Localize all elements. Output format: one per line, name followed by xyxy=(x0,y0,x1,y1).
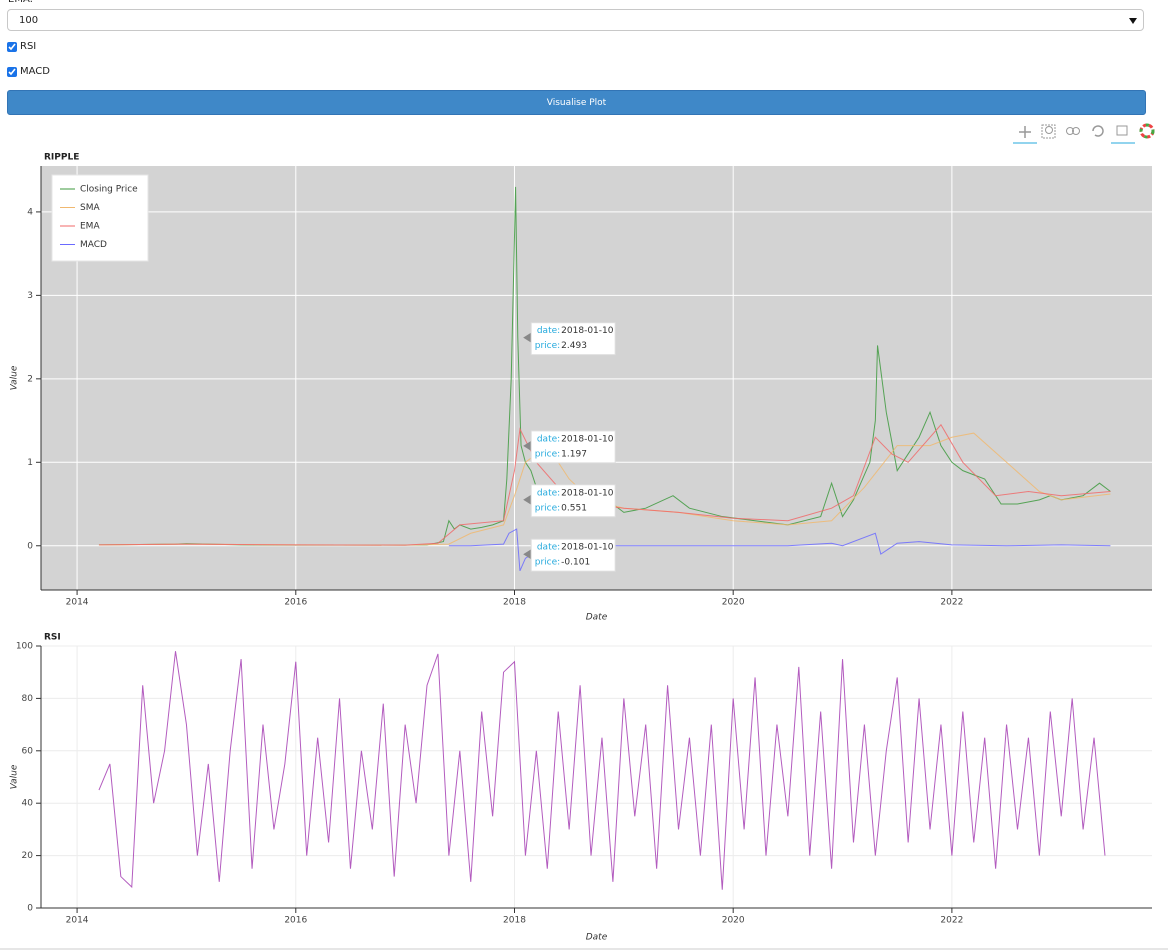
tooltip-value: 1.197 xyxy=(561,449,587,459)
y-tick-label: 100 xyxy=(16,642,33,652)
rsi-option[interactable]: RSI xyxy=(7,41,36,52)
legend-label: EMA xyxy=(80,222,100,232)
checkbox-label: MACD xyxy=(20,66,50,77)
tooltip-value: 0.551 xyxy=(561,503,587,513)
tooltip-value: -0.101 xyxy=(561,558,590,568)
x-tick-label: 2014 xyxy=(66,916,89,926)
legend-label: Closing Price xyxy=(80,185,138,195)
visualise-button[interactable]: Visualise Plot xyxy=(7,90,1146,115)
checkbox[interactable] xyxy=(7,41,17,52)
y-tick-label: 4 xyxy=(27,207,33,217)
x-tick-label: 2022 xyxy=(940,598,963,608)
legend-label: MACD xyxy=(80,240,107,250)
tooltip-key: date: xyxy=(537,326,560,336)
y-tick-label: 40 xyxy=(22,799,34,809)
dropdown-arrow xyxy=(1129,18,1137,24)
x-tick-label: 2014 xyxy=(66,598,89,608)
tooltip-arrow xyxy=(523,440,532,451)
tooltip-value: 2018-01-10 xyxy=(561,488,614,498)
y-tick-label: 0 xyxy=(27,904,33,914)
bokeh-logo[interactable] xyxy=(1139,123,1155,139)
tooltip-key: price: xyxy=(535,503,560,513)
chart-title: RIPPLE xyxy=(44,153,79,163)
x-tick-label: 2018 xyxy=(503,916,526,926)
tooltip-arrow xyxy=(523,332,532,343)
ema-select[interactable]: 100 xyxy=(7,9,1144,31)
y-axis-label: Value xyxy=(10,764,20,789)
toolbar xyxy=(1013,123,1155,144)
series-line xyxy=(448,528,1111,572)
y-tick-label: 3 xyxy=(27,291,33,301)
tooltip-arrow xyxy=(523,494,532,505)
tooltip-value: 2018-01-10 xyxy=(561,326,614,336)
pan-tool[interactable] xyxy=(1019,126,1031,138)
tooltip-box xyxy=(530,322,616,356)
tooltip-arrow xyxy=(523,549,532,560)
x-axis-label: Date xyxy=(586,613,608,623)
tooltip-value: 2018-01-10 xyxy=(561,543,614,553)
plot-area xyxy=(98,651,1106,890)
y-tick-label: 80 xyxy=(22,694,34,704)
legend-label: SMA xyxy=(80,203,100,213)
box-zoom-tool[interactable] xyxy=(1041,124,1056,139)
macd-option[interactable]: MACD xyxy=(7,66,50,77)
tooltip-key: price: xyxy=(535,558,560,568)
tooltip-value: 2018-01-10 xyxy=(561,434,614,444)
reset-tool[interactable] xyxy=(1092,125,1104,137)
x-tick-label: 2018 xyxy=(503,598,526,608)
checkbox-label: RSI xyxy=(20,41,37,52)
checkbox[interactable] xyxy=(7,66,17,77)
tooltip-key: date: xyxy=(537,434,560,444)
x-tick-label: 2016 xyxy=(284,598,307,608)
tooltip-box xyxy=(530,538,616,572)
chart-title: RSI xyxy=(44,633,61,643)
y-tick-label: 0 xyxy=(27,541,33,551)
ema-label: EMA: xyxy=(8,0,33,5)
x-axis-label: Date xyxy=(586,933,608,943)
plot-background xyxy=(41,166,1152,590)
tooltip-key: date: xyxy=(537,543,560,553)
tooltip-key: price: xyxy=(535,449,560,459)
x-tick-label: 2016 xyxy=(284,916,307,926)
tooltip-key: price: xyxy=(535,341,560,351)
y-tick-label: 2 xyxy=(27,374,33,384)
tooltip-box xyxy=(530,484,616,518)
y-tick-label: 60 xyxy=(22,746,34,756)
tooltip-key: date: xyxy=(537,488,560,498)
hover-tool[interactable] xyxy=(1116,125,1128,136)
tooltip-value: 2.493 xyxy=(561,341,587,351)
y-tick-label: 20 xyxy=(22,851,34,861)
plot-area xyxy=(98,186,1111,572)
x-tick-label: 2020 xyxy=(722,916,745,926)
wheel-zoom-tool[interactable] xyxy=(1066,127,1080,135)
x-tick-label: 2022 xyxy=(940,916,963,926)
series-line xyxy=(98,423,1111,546)
ema-value: 100 xyxy=(19,15,39,26)
x-tick-label: 2020 xyxy=(722,598,745,608)
y-tick-label: 1 xyxy=(27,458,33,468)
tooltip-box xyxy=(530,430,616,464)
y-axis-label: Value xyxy=(10,365,20,390)
series-line xyxy=(98,651,1106,890)
plot-background xyxy=(41,646,1152,908)
